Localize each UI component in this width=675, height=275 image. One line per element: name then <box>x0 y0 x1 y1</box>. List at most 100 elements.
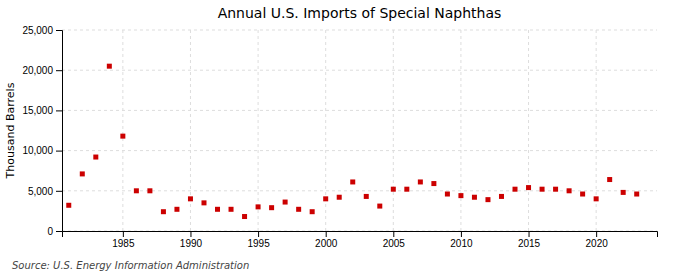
point <box>337 195 342 200</box>
point <box>188 196 193 201</box>
x-tick-mark <box>529 231 530 237</box>
y-tick: 5,000 <box>28 186 62 197</box>
y-tick-label: 20,000 <box>22 65 53 76</box>
x-tick-label: 1990 <box>180 238 203 249</box>
grid-line-x <box>528 30 529 231</box>
point <box>472 195 477 200</box>
x-tick: 2005 <box>383 231 406 249</box>
point <box>134 188 139 193</box>
y-tick-mark <box>56 70 62 71</box>
point <box>634 192 639 197</box>
point <box>215 207 220 212</box>
x-tick: 2015 <box>518 231 541 249</box>
y-tick-mark <box>56 151 62 152</box>
point <box>256 204 261 209</box>
point <box>242 214 247 219</box>
point <box>66 203 71 208</box>
y-tick-label: 25,000 <box>22 25 53 36</box>
point <box>445 192 450 197</box>
x-tick-mark <box>461 231 462 237</box>
point <box>485 197 490 202</box>
point <box>93 155 98 160</box>
grid-line-y <box>62 110 657 111</box>
grid-line-y <box>62 70 657 71</box>
y-axis-line <box>56 31 63 232</box>
x-tick-label: 2000 <box>315 238 338 249</box>
point <box>391 187 396 192</box>
point <box>580 192 585 197</box>
point <box>377 204 382 209</box>
point <box>526 185 531 190</box>
grid-line-x <box>460 30 461 231</box>
point <box>594 196 599 201</box>
x-tick-label: 2005 <box>383 238 406 249</box>
x-tick-label: 1985 <box>112 238 135 249</box>
chart: 1985 1990 1995 2000 2005 2010 2015 2020 0 5,000 10… <box>0 0 675 275</box>
point <box>283 200 288 205</box>
x-tick: 2000 <box>315 231 338 249</box>
y-tick-mark <box>56 191 62 192</box>
y-tick-label: 0 <box>47 226 53 237</box>
point <box>607 177 612 182</box>
x-axis-line <box>63 232 658 238</box>
point <box>269 205 274 210</box>
y-tick-mark <box>56 231 62 232</box>
point <box>310 209 315 214</box>
y-tick: 0 <box>47 226 62 237</box>
y-tick: 25,000 <box>22 25 62 36</box>
y-tick: 10,000 <box>22 145 62 156</box>
point <box>499 194 504 199</box>
point <box>431 181 436 186</box>
point <box>458 193 463 198</box>
x-tick-label: 2010 <box>450 238 473 249</box>
x-tick-mark <box>258 231 259 237</box>
plot-area: 1985 1990 1995 2000 2005 2010 2015 2020 0 5,000 10… <box>22 25 657 249</box>
point <box>201 200 206 205</box>
y-tick: 15,000 <box>22 105 62 116</box>
x-tick: 2010 <box>450 231 473 249</box>
y-tick-label: 5,000 <box>28 186 53 197</box>
grid-line-x <box>258 30 259 231</box>
x-tick: 2020 <box>586 231 609 249</box>
x-tick-mark <box>326 231 327 237</box>
point <box>621 190 626 195</box>
y-tick: 20,000 <box>22 65 62 76</box>
point <box>404 187 409 192</box>
x-tick: 1990 <box>180 231 203 249</box>
point <box>364 194 369 199</box>
point <box>161 209 166 214</box>
x-tick-mark <box>190 231 191 237</box>
x-tick-label: 2015 <box>518 238 541 249</box>
source-note: Source: U.S. Energy Information Administ… <box>12 260 249 271</box>
y-tick-label: 15,000 <box>22 105 53 116</box>
x-tick-label: 1995 <box>247 238 270 249</box>
x-axis: 1985 1990 1995 2000 2005 2010 2015 2020 <box>63 231 658 249</box>
point <box>418 179 423 184</box>
y-tick-mark <box>56 110 62 111</box>
y-tick-label: 10,000 <box>22 145 53 156</box>
point <box>107 64 112 69</box>
y-axis: 0 5,000 10,000 15,000 20,000 25,000 <box>22 25 62 237</box>
grid <box>62 30 657 231</box>
y-tick-mark <box>56 30 62 31</box>
point <box>174 207 179 212</box>
point <box>229 207 234 212</box>
grid-line-x <box>122 30 123 231</box>
point <box>80 171 85 176</box>
point <box>540 187 545 192</box>
grid-line-y <box>62 150 657 151</box>
x-tick: 1985 <box>112 231 135 249</box>
x-tick-label: 2020 <box>586 238 609 249</box>
points <box>66 64 639 219</box>
title: Annual U.S. Imports of Special Naphthas <box>218 5 502 21</box>
x-tick-mark <box>123 231 124 237</box>
point <box>147 188 152 193</box>
x-tick: 1995 <box>247 231 270 249</box>
point <box>567 188 572 193</box>
grid-line-y <box>62 30 657 31</box>
grid-line-x <box>393 30 394 231</box>
point <box>323 196 328 201</box>
point <box>513 187 518 192</box>
x-tick-mark <box>596 231 597 237</box>
point <box>120 134 125 139</box>
